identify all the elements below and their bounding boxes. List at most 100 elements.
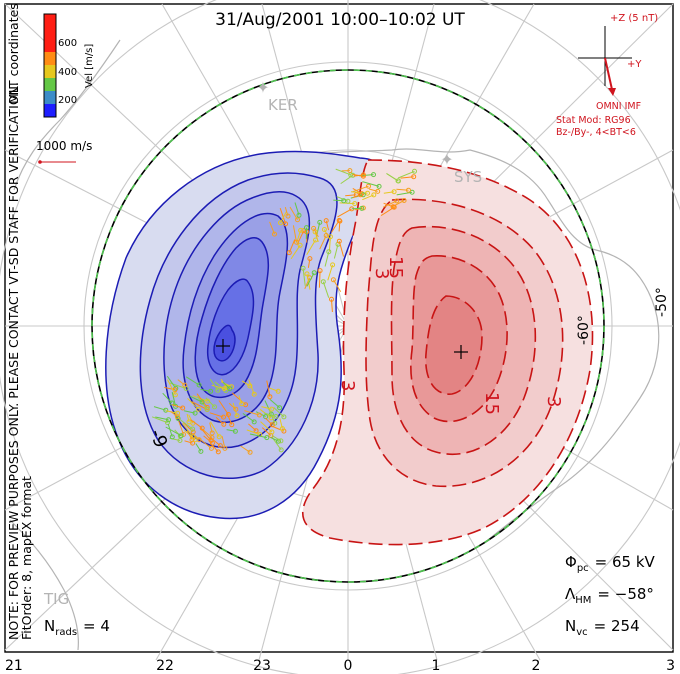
velocity-vector xyxy=(226,413,233,425)
velocity-vector xyxy=(209,412,224,418)
velocity-vector xyxy=(266,380,271,397)
velocity-vector-origin xyxy=(251,419,257,425)
velocity-vector xyxy=(335,168,351,176)
imf-model-label: Stat Mod: RG96 xyxy=(556,115,631,126)
velocity-vector xyxy=(209,442,219,453)
velocity-vector xyxy=(333,244,339,259)
velocity-vector-origin xyxy=(215,387,221,393)
velocity-vector-origin xyxy=(180,405,186,411)
velocity-vector xyxy=(249,433,267,439)
scale-vector: 1000 m/s xyxy=(36,139,92,164)
velocity-vector xyxy=(382,200,397,208)
velocity-vector xyxy=(362,181,380,187)
velocity-vector xyxy=(191,401,208,410)
velocity-vector xyxy=(178,418,193,430)
plot-title: 31/Aug/2001 10:00–10:02 UT xyxy=(215,10,465,30)
velocity-vector xyxy=(268,409,276,424)
velocity-vector xyxy=(269,387,279,392)
positive-potential-cell xyxy=(302,159,594,546)
imf-z-label: +Z (5 nT) xyxy=(610,13,658,24)
velocity-vector-origin xyxy=(296,212,302,218)
negative-fill-7 xyxy=(213,324,236,362)
velocity-vector-origin xyxy=(358,192,363,198)
velocity-vector xyxy=(209,422,213,434)
velocity-vector xyxy=(313,228,319,238)
velocity-vector xyxy=(306,239,316,255)
velocity-vector xyxy=(328,236,331,252)
stat-lambda-hm-sub: HM xyxy=(575,595,591,606)
velocity-vector xyxy=(292,225,297,243)
velocity-vector xyxy=(306,273,311,290)
velocity-vector-origin xyxy=(298,227,304,233)
velocity-vector-origin xyxy=(169,434,175,440)
station-ker: ✦ KER xyxy=(256,78,297,114)
velocity-vector xyxy=(178,420,184,435)
velocity-vector xyxy=(200,427,212,441)
velocity-vector xyxy=(261,406,272,410)
velocity-vector xyxy=(171,391,177,407)
velocity-vector-origin xyxy=(196,382,202,388)
velocity-colorbar: 600 400 200 Vel [m/s] xyxy=(43,13,95,118)
velocity-vector-origin xyxy=(311,225,317,231)
colorbar-tick-400: 400 xyxy=(58,67,77,78)
velocity-vector-origin xyxy=(215,449,221,455)
velocity-vector xyxy=(304,277,311,289)
velocity-vector-origin xyxy=(239,401,245,407)
velocity-vector xyxy=(345,194,357,197)
coastline-peninsula xyxy=(13,39,121,191)
velocity-vector xyxy=(269,221,275,235)
velocity-vector-origin xyxy=(269,429,275,435)
velocity-vector-origin xyxy=(272,231,277,237)
coastline-antarctica xyxy=(299,148,660,541)
velocity-vector xyxy=(222,381,231,390)
velocity-vector xyxy=(214,381,227,391)
contour-label-pos-3-right: 3 xyxy=(543,396,564,407)
mlt-tick-0: 0 xyxy=(344,658,353,674)
velocity-vector xyxy=(263,412,277,417)
velocity-vector-origin xyxy=(273,414,279,419)
velocity-vector xyxy=(166,375,177,389)
velocity-vector-origin xyxy=(366,183,371,189)
scale-vector-label: 1000 m/s xyxy=(36,139,92,153)
velocity-vector-origin xyxy=(301,228,307,234)
mlt-tick-22: 22 xyxy=(156,658,174,674)
velocity-vector-origin xyxy=(229,422,235,428)
preview-note: NOTE: FOR PREVIEW PURPOSES ONLY. PLEASE … xyxy=(6,82,21,640)
svg-text:Nrads= 4: Nrads = 4 xyxy=(44,617,110,638)
velocity-vector xyxy=(165,426,182,437)
station-sys-label: SYS xyxy=(454,168,482,186)
positive-fill-5 xyxy=(425,295,483,395)
mlt-tick-1: 1 xyxy=(432,658,441,674)
velocity-vector-origin xyxy=(216,434,222,440)
velocity-vector xyxy=(397,170,415,179)
velocity-vector xyxy=(330,220,340,233)
velocity-vector-origin xyxy=(320,279,326,285)
velocity-vector xyxy=(240,445,251,453)
velocity-vector-origin xyxy=(208,437,214,443)
velocity-vector xyxy=(241,380,251,387)
imf-condition-label: Bz-/By-, 4<BT<6 xyxy=(556,127,636,138)
velocity-vector xyxy=(215,417,225,425)
velocity-vector-origin xyxy=(275,388,281,394)
velocity-vector xyxy=(332,279,342,292)
stat-n-rads-symbol: N xyxy=(44,617,55,635)
velocity-vectors xyxy=(151,168,417,455)
velocity-vector xyxy=(333,199,344,202)
velocity-vector xyxy=(273,407,285,418)
velocity-vector xyxy=(265,417,273,426)
contour-label-pos-15-bottom: 15 xyxy=(481,392,502,415)
velocity-vector xyxy=(289,206,298,220)
coastlines xyxy=(9,39,660,651)
velocity-vector-origin xyxy=(221,421,227,427)
velocity-vector xyxy=(189,395,203,403)
station-ker-icon: ✦ xyxy=(256,78,269,97)
velocity-vector-origin xyxy=(311,270,317,276)
velocity-vector-origin xyxy=(297,242,303,248)
velocity-vector xyxy=(380,206,395,217)
velocity-vector-origin xyxy=(198,448,204,454)
velocity-vector-origin xyxy=(251,391,257,397)
stat-phi-pc-symbol: Φ xyxy=(565,553,577,571)
velocity-vector-origin xyxy=(208,445,214,451)
velocity-vector xyxy=(387,173,399,182)
